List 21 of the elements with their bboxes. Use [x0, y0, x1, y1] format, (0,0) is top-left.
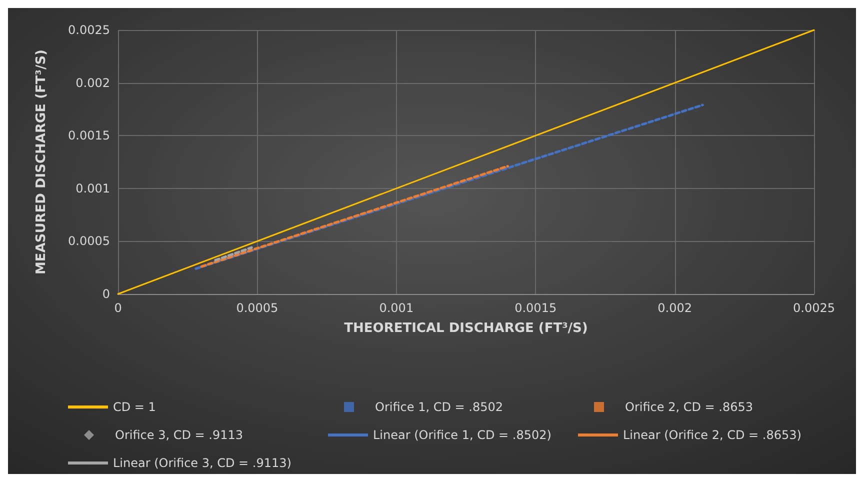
legend-label: Linear (Orifice 2, CD = .8653)	[623, 428, 802, 442]
legend-label: Orifice 1, CD = .8502	[375, 400, 503, 414]
x-tick-label: 0.0025	[793, 301, 835, 315]
legend-label: Linear (Orifice 3, CD = .9113)	[113, 456, 292, 470]
y-tick-label: 0.0005	[68, 234, 110, 248]
y-tick-label: 0.0025	[68, 23, 110, 37]
x-tick-label: 0.001	[379, 301, 414, 315]
legend-label: CD = 1	[113, 400, 156, 414]
x-tick-label: 0.0005	[236, 301, 278, 315]
legend-label: Linear (Orifice 1, CD = .8502)	[373, 428, 552, 442]
y-tick-label: 0	[102, 287, 110, 301]
legend-label: Orifice 2, CD = .8653	[625, 400, 753, 414]
y-tick-label: 0.001	[76, 181, 110, 196]
legend-label: Orifice 3, CD = .9113	[115, 428, 243, 442]
y-tick-label: 0.002	[76, 76, 110, 90]
x-tick-label: 0	[114, 301, 122, 315]
y-axis-title: MEASURED DISCHARGE (FT³/S)	[34, 50, 49, 274]
y-tick-label: 0.0015	[68, 128, 110, 143]
x-tick-label: 0.002	[658, 301, 692, 315]
x-tick-label: 0.0015	[514, 301, 557, 315]
x-axis-title: THEORETICAL DISCHARGE (FT³/S)	[344, 321, 588, 336]
